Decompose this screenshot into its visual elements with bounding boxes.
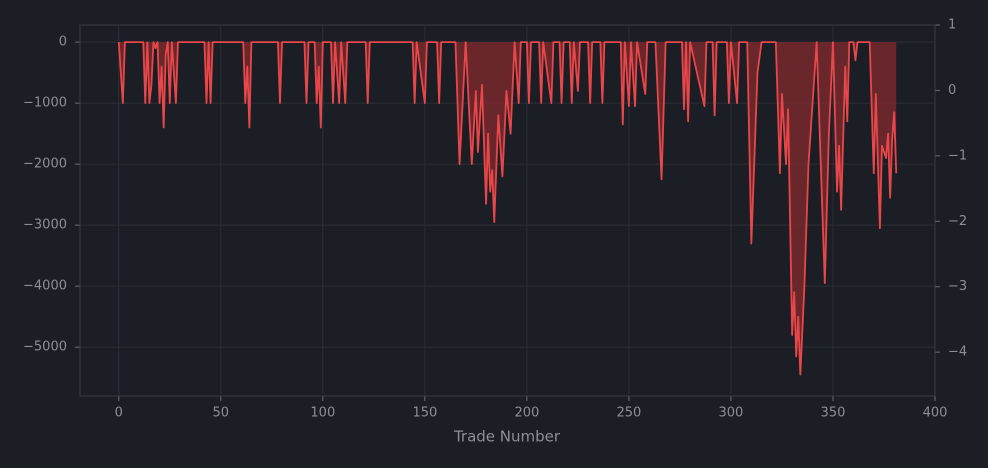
y2-tick-label: −1 <box>948 148 967 163</box>
x-tick-label: 50 <box>213 406 230 421</box>
drawdown-line <box>117 41 898 376</box>
y2-tick-label: 0 <box>948 83 956 98</box>
x-tick-label: 150 <box>412 406 437 421</box>
x-tick-label: 250 <box>617 406 642 421</box>
y2-tick-label: −2 <box>948 214 967 229</box>
y2-tick-label: −3 <box>948 279 967 294</box>
y-tick-label: 0 <box>59 35 67 50</box>
y-tick-label: −4000 <box>23 279 67 294</box>
drawdown-area <box>118 42 897 375</box>
y-tick-label: −2000 <box>23 157 67 172</box>
y-tick-label: −3000 <box>23 218 67 233</box>
x-tick-label: 200 <box>514 406 539 421</box>
x-axis-title: Trade Number <box>453 428 561 446</box>
y2-tick-label: −4 <box>948 345 967 360</box>
plot-frame <box>79 24 936 397</box>
x-tick-label: 400 <box>923 406 948 421</box>
y2-tick-label: 1 <box>948 18 956 33</box>
y-tick-label: −5000 <box>23 340 67 355</box>
x-tick-label: 300 <box>719 406 744 421</box>
x-tick-label: 100 <box>310 406 335 421</box>
y-tick-label: −1000 <box>23 96 67 111</box>
x-tick-label: 0 <box>115 406 123 421</box>
x-tick-label: 350 <box>821 406 846 421</box>
